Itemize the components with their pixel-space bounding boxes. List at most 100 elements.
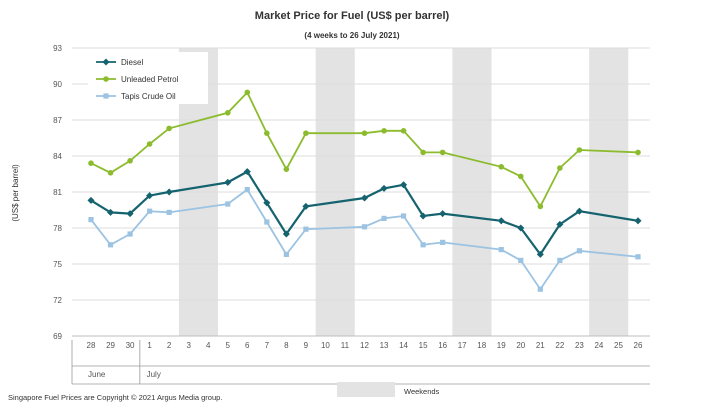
data-point-tapis-crude-oil <box>381 215 387 221</box>
x-tick-label: 21 <box>536 341 545 350</box>
data-point-unleaded-petrol <box>303 130 309 136</box>
data-point-unleaded-petrol <box>537 203 544 210</box>
data-point-diesel <box>282 230 290 238</box>
y-tick-label: 84 <box>53 152 62 161</box>
x-tick-label: 8 <box>284 341 289 350</box>
data-point-diesel <box>360 194 369 202</box>
x-tick-label: 16 <box>438 341 447 350</box>
data-point-diesel <box>419 212 427 220</box>
x-tick-label: 17 <box>458 341 467 350</box>
data-point-unleaded-petrol <box>166 125 172 132</box>
data-point-diesel <box>302 202 310 210</box>
data-point-unleaded-petrol <box>127 158 133 164</box>
data-point-unleaded-petrol <box>635 149 641 156</box>
month-label: June <box>88 370 106 379</box>
data-point-tapis-crude-oil <box>264 219 270 225</box>
data-point-tapis-crude-oil <box>107 242 114 248</box>
chart-title: Market Price for Fuel (US$ per barrel) <box>255 10 450 22</box>
data-point-tapis-crude-oil <box>88 217 94 223</box>
y-tick-label: 87 <box>53 116 62 125</box>
x-tick-label: 14 <box>399 341 408 350</box>
data-point-tapis-crude-oil <box>440 239 446 245</box>
series-line-tapis-crude-oil <box>90 188 639 291</box>
x-tick-label: 19 <box>497 341 506 350</box>
y-tick-label: 90 <box>53 80 62 89</box>
data-point-tapis-crude-oil <box>498 247 504 253</box>
series-line-unleaded-petrol <box>90 90 639 209</box>
data-point-tapis-crude-oil <box>518 257 524 263</box>
data-point-unleaded-petrol <box>557 165 563 171</box>
data-point-diesel <box>146 192 154 200</box>
y-tick-label: 93 <box>53 44 62 53</box>
data-point-unleaded-petrol <box>400 128 407 134</box>
x-tick-label: 2 <box>167 341 172 350</box>
data-point-diesel <box>634 217 642 225</box>
legend-label: Diesel <box>121 58 143 67</box>
data-point-diesel <box>439 210 447 218</box>
x-tick-label: 12 <box>360 341 369 350</box>
data-point-tapis-crude-oil <box>420 242 426 248</box>
x-tick-label: 11 <box>341 341 350 350</box>
data-point-unleaded-petrol <box>361 130 368 136</box>
weekend-legend-swatch <box>337 382 395 397</box>
data-point-tapis-crude-oil <box>303 226 309 232</box>
weekend-legend-label: Weekends <box>404 387 440 396</box>
data-point-diesel <box>536 250 544 258</box>
y-tick-label: 81 <box>53 188 62 197</box>
data-point-unleaded-petrol <box>107 170 114 176</box>
data-point-unleaded-petrol <box>264 130 270 136</box>
x-tick-label: 24 <box>594 341 603 350</box>
data-point-tapis-crude-oil <box>361 224 368 230</box>
x-tick-label: 4 <box>206 341 211 350</box>
x-tick-label: 1 <box>147 341 152 350</box>
x-tick-label: 20 <box>516 341 525 350</box>
data-point-diesel <box>87 196 95 204</box>
data-point-diesel <box>400 181 408 189</box>
data-point-diesel <box>224 178 232 186</box>
x-tick-label: 22 <box>555 341 564 350</box>
data-point-tapis-crude-oil <box>127 231 133 237</box>
y-tick-label: 72 <box>53 296 62 305</box>
data-point-diesel <box>556 220 564 228</box>
data-point-unleaded-petrol <box>88 160 94 166</box>
data-point-diesel <box>497 217 505 225</box>
legend-label: Unleaded Petrol <box>121 75 179 84</box>
data-point-tapis-crude-oil <box>557 257 563 263</box>
data-point-unleaded-petrol <box>498 164 505 170</box>
x-tick-label: 9 <box>304 341 309 350</box>
data-point-tapis-crude-oil <box>400 213 407 219</box>
data-point-unleaded-petrol <box>224 110 231 116</box>
data-point-diesel <box>263 199 271 207</box>
x-tick-label: 23 <box>575 341 584 350</box>
x-tick-label: 5 <box>226 341 231 350</box>
x-tick-label: 10 <box>321 341 330 350</box>
x-tick-label: 30 <box>126 341 135 350</box>
data-point-unleaded-petrol <box>283 166 290 172</box>
data-point-unleaded-petrol <box>439 149 446 156</box>
data-point-diesel <box>107 208 115 216</box>
x-tick-label: 18 <box>477 341 486 350</box>
x-tick-label: 25 <box>614 341 623 350</box>
data-point-unleaded-petrol <box>146 141 153 147</box>
data-point-tapis-crude-oil <box>283 251 289 257</box>
x-tick-label: 26 <box>634 341 643 350</box>
y-tick-label: 69 <box>53 332 62 341</box>
data-point-diesel <box>126 210 134 218</box>
y-axis-label: (US$ per barrel) <box>11 164 20 222</box>
data-point-diesel <box>517 224 525 232</box>
data-point-tapis-crude-oil <box>244 187 250 193</box>
month-label: July <box>147 370 161 379</box>
data-point-tapis-crude-oil <box>576 248 582 254</box>
data-point-unleaded-petrol <box>517 173 524 180</box>
data-point-diesel <box>243 168 251 176</box>
data-point-tapis-crude-oil <box>225 201 231 207</box>
x-tick-label: 15 <box>419 341 428 350</box>
data-point-tapis-crude-oil <box>166 209 172 215</box>
data-point-diesel <box>575 207 583 215</box>
x-tick-label: 3 <box>186 341 191 350</box>
legend-marker <box>103 76 109 82</box>
data-point-unleaded-petrol <box>576 147 583 153</box>
chart-subtitle: (4 weeks to 26 July 2021) <box>304 31 400 40</box>
x-tick-label: 7 <box>265 341 270 350</box>
x-tick-label: 6 <box>245 341 250 350</box>
